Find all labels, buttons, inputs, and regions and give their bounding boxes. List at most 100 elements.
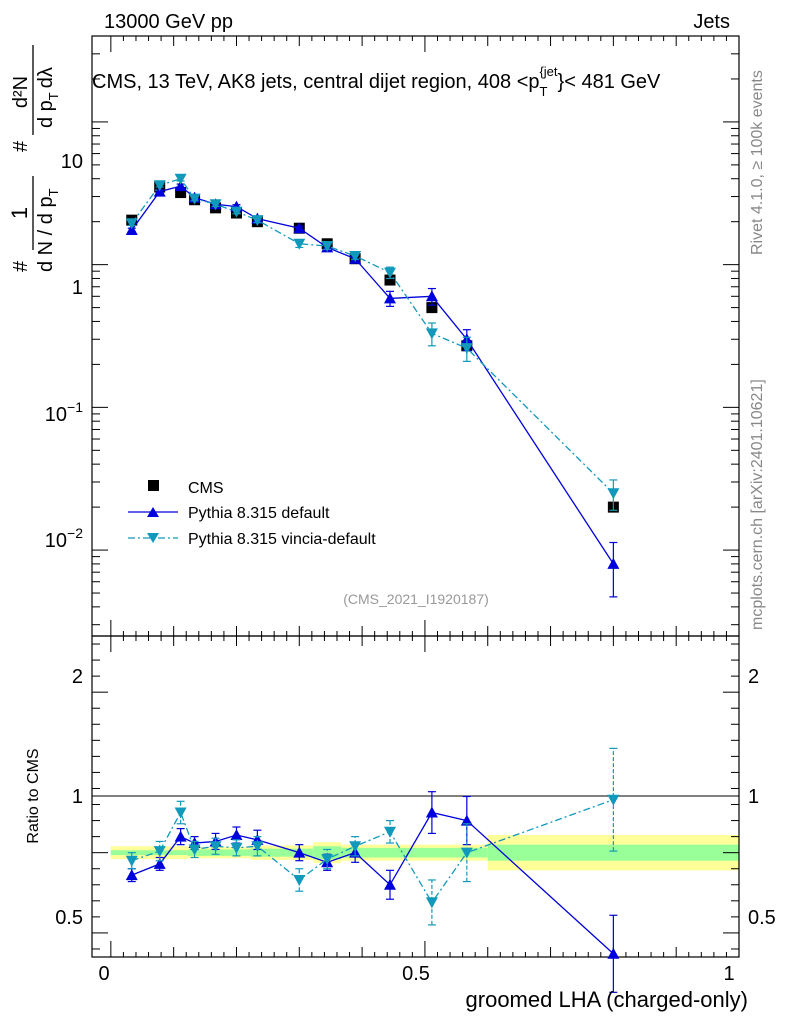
main-point-1 — [425, 290, 438, 302]
legend-marker-default — [147, 507, 159, 517]
ratio-point-1 — [230, 842, 243, 854]
x-tick-label-0: 0 — [98, 963, 109, 985]
ratio-y-tick-right-2: 2 — [748, 666, 759, 688]
x-tick-label-0.5: 0.5 — [402, 963, 430, 985]
y-tick-label-0.1: 10−1 — [45, 399, 83, 426]
legend-label-vincia: Pythia 8.315 vincia-default — [188, 531, 376, 548]
legend-marker-vincia — [147, 533, 159, 543]
ylabel-den-1: d N / d pT — [35, 188, 61, 272]
ratio-point-0 — [607, 947, 620, 959]
analysis-watermark: (CMS_2021_I1920187) — [343, 591, 489, 607]
band-inner-5 — [487, 844, 739, 861]
x-axis-ticks — [110, 36, 740, 957]
main-y-axis-label: # 1 d N / d pT # d²N d pTdλ — [7, 45, 61, 272]
legend-label-default: Pythia 8.315 default — [188, 505, 330, 522]
ratio-y-tick-right-0.5: 0.5 — [748, 907, 776, 929]
band-inner-4 — [341, 847, 488, 858]
ratio-y-ticks — [92, 643, 739, 950]
main-point-2 — [174, 173, 187, 185]
main-point-0 — [426, 302, 438, 314]
ylabel-num-2: d²N — [10, 76, 32, 108]
rivet-version-label: Rivet 4.1.0, ≥ 100k events — [749, 70, 766, 255]
ylabel-hash-1: # — [10, 260, 32, 272]
ratio-point-1 — [349, 841, 362, 853]
main-line-2 — [131, 177, 614, 494]
main-point-1 — [383, 292, 396, 304]
ratio-point-0 — [153, 857, 166, 869]
ratio-point-1 — [174, 807, 187, 819]
ratio-point-0 — [383, 878, 396, 890]
main-point-2 — [251, 215, 264, 227]
ratio-point-1 — [153, 846, 166, 858]
main-point-0 — [384, 274, 396, 286]
ratio-point-0 — [293, 846, 306, 858]
ratio-data-layer — [125, 747, 620, 993]
main-point-2 — [383, 267, 396, 279]
main-point-2 — [425, 328, 438, 340]
ylabel-hash-2: # — [10, 140, 32, 152]
ylabel-num-1: 1 — [7, 207, 32, 219]
ratio-point-1 — [425, 897, 438, 909]
main-point-1 — [607, 557, 620, 569]
legend-label-cms: CMS — [188, 480, 224, 497]
ratio-point-1 — [251, 841, 264, 853]
main-point-1 — [125, 223, 138, 235]
ratio-point-0 — [460, 814, 473, 826]
ratio-point-0 — [174, 830, 187, 842]
ratio-y-tick-right-1: 1 — [748, 786, 759, 808]
header-left: 13000 GeV pp — [104, 11, 233, 33]
main-y-ticks — [92, 35, 739, 626]
main-point-2 — [321, 241, 334, 253]
main-point-1 — [174, 180, 187, 192]
ratio-point-0 — [230, 829, 243, 841]
ratio-y-tick-left-1: 1 — [72, 786, 83, 808]
ratio-point-0 — [125, 869, 138, 881]
ratio-point-1 — [321, 854, 334, 866]
header-right: Jets — [693, 11, 730, 33]
band-inner-2 — [250, 848, 314, 857]
main-panel — [91, 35, 740, 637]
main-point-2 — [607, 488, 620, 500]
chart-title: CMS, 13 TeV, AK8 jets, central dijet reg… — [92, 64, 661, 99]
title-superscript: {jet — [539, 64, 557, 79]
y-tick-label-0.01: 10−2 — [45, 525, 83, 552]
ylabel-den-2: d pTdλ — [35, 67, 61, 128]
band-inner-0 — [110, 850, 188, 856]
main-point-2 — [125, 218, 138, 230]
ratio-point-1 — [125, 855, 138, 867]
ratio-panel — [91, 36, 740, 993]
ratio-y-tick-left-0.5: 0.5 — [55, 907, 83, 929]
ratio-point-1 — [460, 847, 473, 859]
ratio-point-1 — [209, 841, 222, 853]
main-point-2 — [153, 180, 166, 192]
main-point-2 — [188, 193, 201, 205]
x-tick-label-1: 1 — [723, 963, 734, 985]
y-tick-label-10: 10 — [61, 151, 83, 173]
main-point-1 — [293, 222, 306, 234]
band-inner-1 — [187, 849, 251, 856]
main-point-2 — [293, 238, 306, 250]
legend-marker-cms — [148, 480, 159, 491]
title-end: }< 481 GeV — [558, 71, 662, 93]
ratio-y-tick-left-2: 2 — [72, 666, 83, 688]
ratio-line-0 — [131, 811, 614, 955]
ratio-point-1 — [293, 874, 306, 886]
main-point-2 — [460, 343, 473, 355]
mcplots-source-label: mcplots.cern.ch [arXiv:2401.10621] — [749, 379, 766, 630]
main-point-0 — [175, 187, 187, 199]
ratio-line-1 — [131, 799, 614, 904]
ratio-point-1 — [383, 826, 396, 838]
x-axis-label: groomed LHA (charged-only) — [466, 987, 748, 1012]
title-subscript: T — [540, 84, 548, 99]
ratio-point-0 — [425, 806, 438, 818]
main-point-2 — [349, 250, 362, 262]
ratio-plot-frame — [91, 635, 740, 958]
ratio-uncertainty-bands — [110, 835, 739, 871]
ratio-y-axis-label: Ratio to CMS — [25, 748, 42, 843]
main-data-layer — [125, 173, 620, 598]
legend: CMS Pythia 8.315 default Pythia 8.315 vi… — [128, 480, 376, 548]
main-point-2 — [230, 206, 243, 218]
y-tick-label-1: 1 — [72, 277, 83, 299]
ratio-point-1 — [607, 794, 620, 806]
